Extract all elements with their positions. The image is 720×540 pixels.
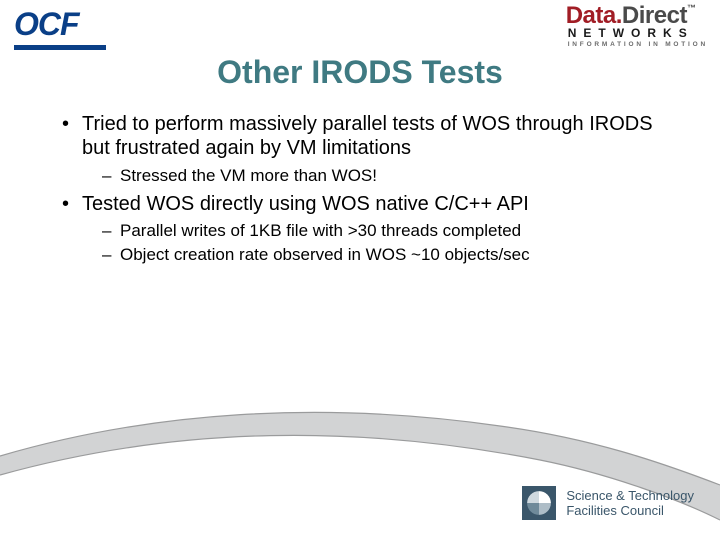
datadirect-tagline: INFORMATION IN MOTION: [568, 41, 708, 48]
bullet-l1-text: Tested WOS directly using WOS native C/C…: [82, 193, 529, 215]
stfc-mark-icon: [522, 486, 556, 520]
datadirect-tm: ™: [687, 3, 696, 13]
slide: OCF Data.Direct™ NETWORKS INFORMATION IN…: [0, 0, 720, 540]
bullet-l1: Tested WOS directly using WOS native C/C…: [60, 192, 680, 265]
stfc-line2: Facilities Council: [566, 503, 694, 518]
bullet-l1-text: Tried to perform massively parallel test…: [82, 113, 653, 159]
stfc-logo: Science & Technology Facilities Council: [522, 486, 694, 520]
bullet-l2-text: Object creation rate observed in WOS ~10…: [120, 245, 530, 264]
bullet-list-l2: Stressed the VM more than WOS!: [102, 165, 680, 186]
bullet-l2-text: Parallel writes of 1KB file with >30 thr…: [120, 221, 521, 240]
stfc-text: Science & Technology Facilities Council: [566, 488, 694, 519]
bullet-l2-text: Stressed the VM more than WOS!: [120, 166, 377, 185]
datadirect-networks: NETWORKS: [568, 26, 708, 40]
ocf-logo: OCF: [14, 6, 106, 50]
ocf-logo-underline: [14, 45, 106, 50]
ocf-logo-text: OCF: [14, 6, 106, 43]
bullet-l2: Object creation rate observed in WOS ~10…: [102, 244, 680, 265]
datadirect-direct: Direct: [622, 2, 687, 29]
bullet-list-l1: Tried to perform massively parallel test…: [60, 112, 680, 265]
datadirect-logo: Data.Direct™ NETWORKS INFORMATION IN MOT…: [566, 4, 708, 48]
bullet-l2: Parallel writes of 1KB file with >30 thr…: [102, 220, 680, 241]
bullet-l2: Stressed the VM more than WOS!: [102, 165, 680, 186]
datadirect-data: Data: [566, 2, 616, 29]
datadirect-logo-main: Data.Direct™: [566, 4, 708, 28]
stfc-line1: Science & Technology: [566, 488, 694, 503]
bullet-list-l2: Parallel writes of 1KB file with >30 thr…: [102, 220, 680, 265]
slide-title: Other IRODS Tests: [0, 54, 720, 91]
bullet-l1: Tried to perform massively parallel test…: [60, 112, 680, 186]
swoosh-stroke-top: [0, 412, 720, 485]
slide-body: Tried to perform massively parallel test…: [60, 112, 680, 271]
